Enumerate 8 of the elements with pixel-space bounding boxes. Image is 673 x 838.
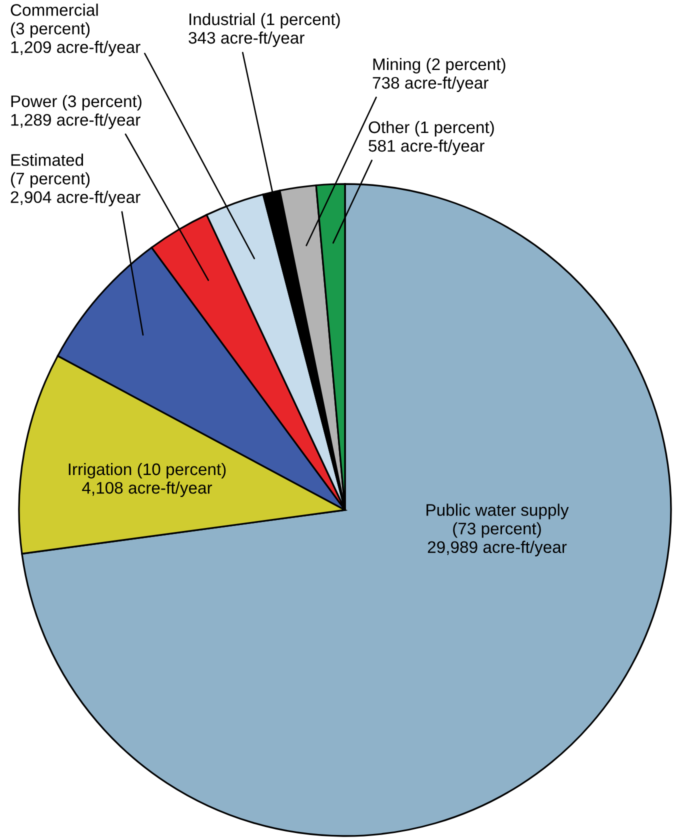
slice-label: Mining (2 percent) 738 acre-ft/year xyxy=(372,58,506,92)
slice-label: Industrial (1 percent) 343 acre-ft/year xyxy=(188,12,340,48)
slice-label: Public water supply (73 percent) 29,989 acre-ft/year xyxy=(426,504,569,556)
slice-label: Power (3 percent) 1,289 acre-ft/year xyxy=(11,94,142,130)
slice-label: Commercial (3 percent) 1,209 acre-ft/year xyxy=(10,4,140,56)
slice-label: Estimated (7 percent) 2,904 acre-ft/year xyxy=(10,154,140,206)
slice-label: Other (1 percent) 581 acre-ft/year xyxy=(368,120,494,156)
slice-label: Irrigation (10 percent) 4,108 acre-ft/year xyxy=(68,462,226,498)
